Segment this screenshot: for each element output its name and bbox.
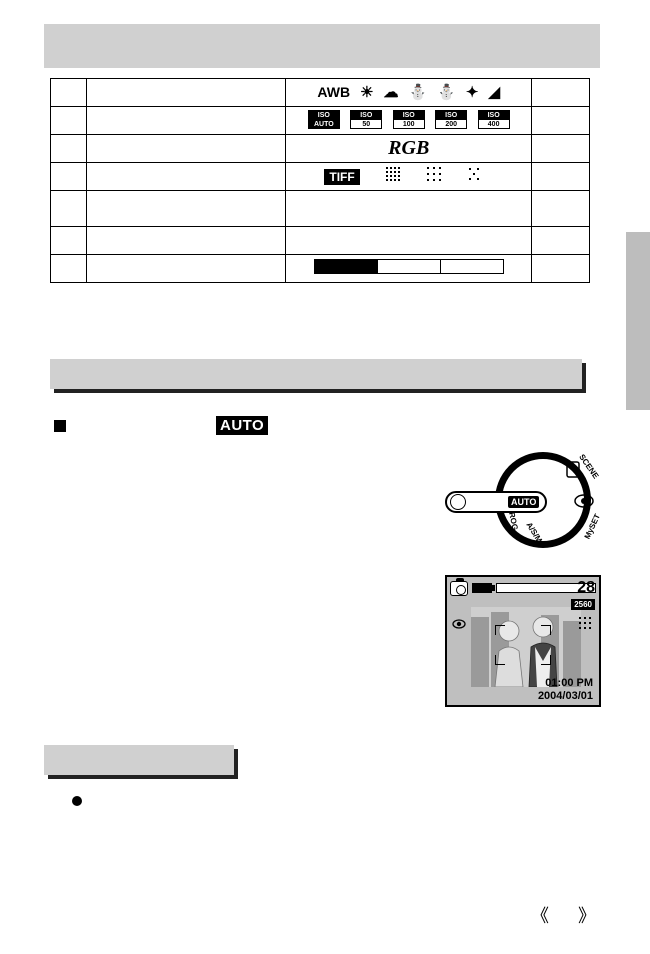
cell bbox=[532, 191, 590, 227]
lcd-topbar bbox=[450, 580, 596, 596]
dial-eye-icon bbox=[573, 492, 595, 510]
dial-pointer: AUTO bbox=[445, 491, 547, 513]
cell-rgb: RGB bbox=[286, 135, 532, 163]
custom-wb-icon: ◢ bbox=[488, 83, 500, 101]
lcd-preview: 28 2560 01:00 PM 2004/03/01 bbox=[445, 575, 601, 707]
mode-dial: SCENE MySET A/S/M PROG AUTO bbox=[445, 452, 605, 552]
iso-200-icon: ISO200 bbox=[435, 110, 467, 129]
cell bbox=[51, 227, 87, 255]
iso-50-icon: ISO50 bbox=[350, 110, 382, 129]
section-heading-bar bbox=[50, 359, 582, 389]
battery-icon bbox=[472, 583, 492, 593]
cell bbox=[532, 255, 590, 283]
fluorescent2-icon: ⛄ bbox=[437, 83, 456, 101]
camera-icon bbox=[450, 581, 468, 596]
page-number-brackets: 《 》 bbox=[531, 902, 608, 928]
bullet-dot-icon bbox=[72, 796, 82, 806]
cloud-icon: ☁ bbox=[384, 83, 399, 101]
cell bbox=[86, 79, 285, 107]
cell bbox=[51, 79, 87, 107]
focus-brackets bbox=[495, 625, 551, 665]
image-size-badge: 2560 bbox=[571, 599, 595, 610]
cell bbox=[86, 163, 285, 191]
awb-label: AWB bbox=[317, 84, 350, 100]
dial-auto-label: AUTO bbox=[508, 496, 539, 508]
cell bbox=[532, 107, 590, 135]
side-tab bbox=[626, 232, 650, 410]
cell bbox=[86, 191, 285, 227]
cell bbox=[532, 163, 590, 191]
table-row: TIFF bbox=[51, 163, 590, 191]
page-header-bar bbox=[44, 24, 600, 68]
iso-400-icon: ISO400 bbox=[478, 110, 510, 129]
cell bbox=[51, 163, 87, 191]
cell bbox=[51, 135, 87, 163]
section-heading-bar-2 bbox=[44, 745, 234, 775]
lcd-time: 01:00 PM bbox=[545, 677, 593, 689]
cell bbox=[286, 191, 532, 227]
cell-exposure bbox=[286, 255, 532, 283]
cell-wb: AWB ☀ ☁ ⛄ ⛄ ✦ ◢ bbox=[286, 79, 532, 107]
cell bbox=[86, 107, 285, 135]
quality-superfine-icon bbox=[386, 167, 402, 186]
auto-mode-badge: AUTO bbox=[216, 416, 268, 435]
iso-100-icon: ISO100 bbox=[393, 110, 425, 129]
table-row: AWB ☀ ☁ ⛄ ⛄ ✦ ◢ bbox=[51, 79, 590, 107]
table-row bbox=[51, 191, 590, 227]
quality-fine-icon bbox=[427, 167, 443, 186]
exposure-bar bbox=[314, 259, 504, 274]
cell bbox=[286, 227, 532, 255]
table-row: RGB bbox=[51, 135, 590, 163]
cell-quality: TIFF bbox=[286, 163, 532, 191]
cell bbox=[86, 227, 285, 255]
cell bbox=[532, 79, 590, 107]
dial-card-icon bbox=[563, 460, 583, 480]
dial-knob-icon bbox=[450, 494, 466, 510]
cell bbox=[532, 135, 590, 163]
table-row bbox=[51, 255, 590, 283]
quality-normal-icon bbox=[467, 167, 483, 186]
cell bbox=[51, 191, 87, 227]
quality-icon bbox=[579, 617, 593, 631]
rgb-label: RGB bbox=[388, 137, 429, 159]
bullet-square-icon bbox=[54, 420, 66, 432]
cell bbox=[86, 135, 285, 163]
redeye-icon bbox=[452, 617, 466, 631]
tiff-badge: TIFF bbox=[324, 169, 359, 185]
iso-auto-icon: ISOAUTO bbox=[308, 110, 340, 129]
cell bbox=[532, 227, 590, 255]
shots-remaining: 28 bbox=[577, 579, 595, 597]
lcd-date: 2004/03/01 bbox=[538, 690, 593, 702]
table-row: ISOAUTO ISO50 ISO100 ISO200 ISO400 bbox=[51, 107, 590, 135]
table-row bbox=[51, 227, 590, 255]
cell-iso: ISOAUTO ISO50 ISO100 ISO200 ISO400 bbox=[286, 107, 532, 135]
sun-icon: ☀ bbox=[360, 83, 373, 101]
cell bbox=[51, 255, 87, 283]
tungsten-icon: ✦ bbox=[466, 83, 479, 101]
cell bbox=[86, 255, 285, 283]
settings-table: AWB ☀ ☁ ⛄ ⛄ ✦ ◢ ISOAUTO ISO50 ISO100 ISO… bbox=[50, 78, 590, 283]
cell bbox=[51, 107, 87, 135]
fluorescent1-icon: ⛄ bbox=[409, 83, 428, 101]
